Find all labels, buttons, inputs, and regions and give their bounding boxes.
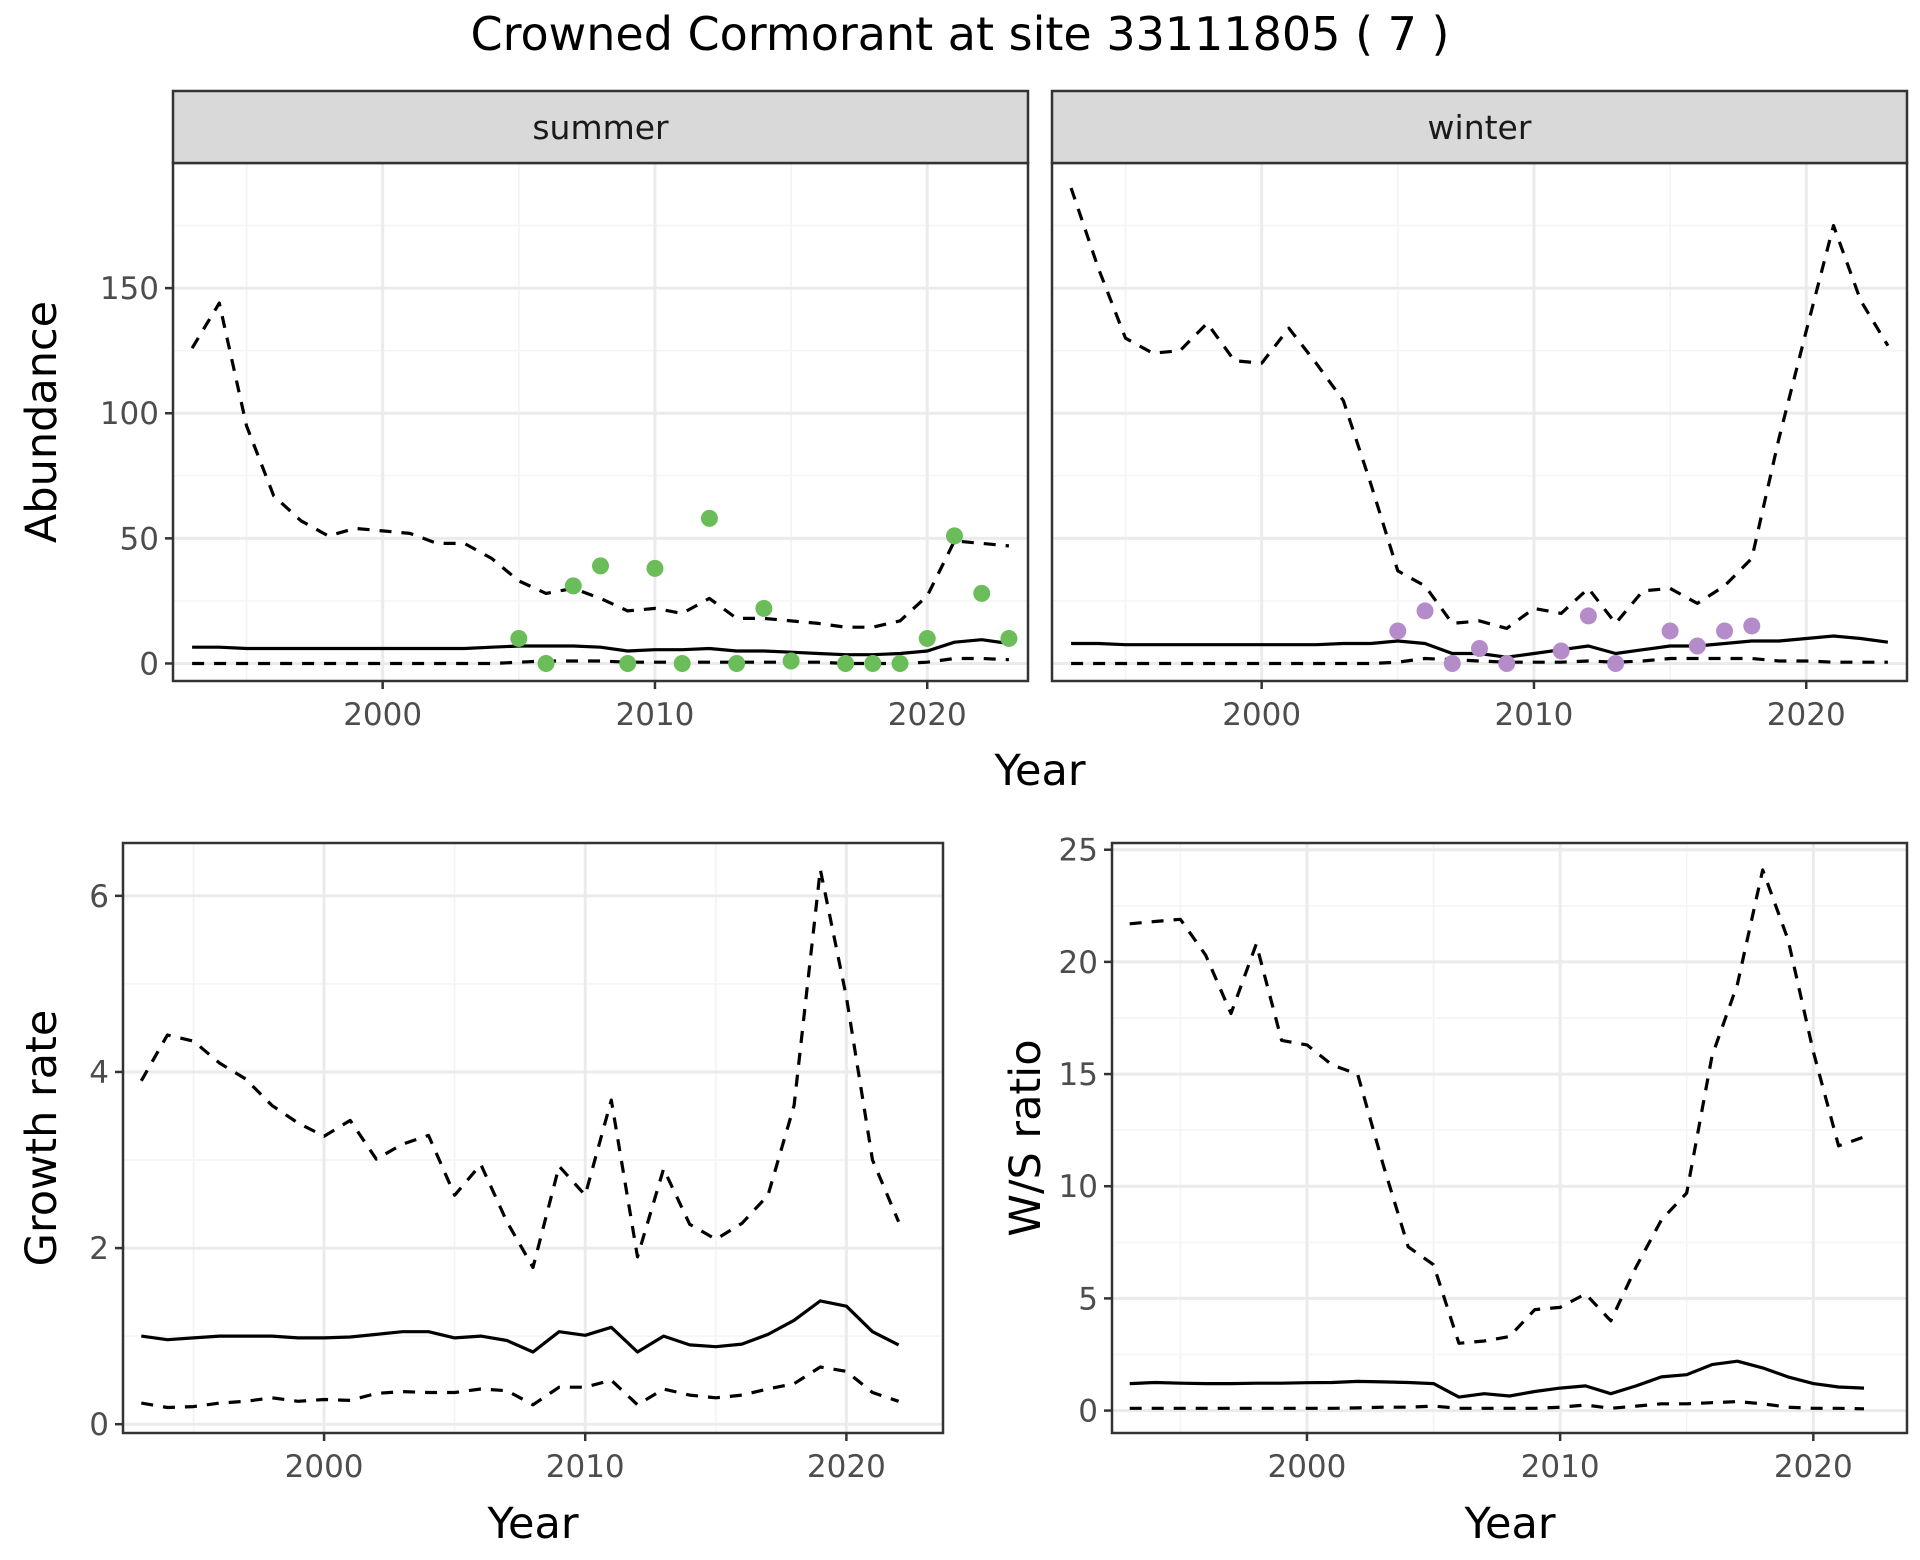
abundance-winter-data-point: [1716, 622, 1734, 640]
abundance-winter-dashed-line: [1069, 187, 1890, 630]
abundance-summer-data-point: [891, 654, 909, 672]
growth-y-tick-label: 6: [89, 879, 109, 915]
growth-y-tick-label: 0: [89, 1407, 109, 1443]
growth-panel: 2000 2010 2020 0 2 4 6: [89, 841, 945, 1485]
abundance-summer-data-point: [728, 654, 746, 672]
abundance-summer-data-point: [782, 652, 800, 670]
abundance-winter-dashed-line: [1071, 656, 1888, 666]
abundance-summer-data-point: [592, 557, 609, 575]
abundance-summer-data-point: [945, 527, 963, 545]
growth-y-axis-title: Growth rate: [17, 1010, 67, 1267]
abundance-summer-data-point: [700, 509, 718, 527]
figure-title: Crowned Cormorant at site 33111805 ( 7 ): [470, 7, 1449, 61]
ratio-solid-line: [1129, 1359, 1865, 1399]
ratio-x-tick-label: 2000: [1267, 1449, 1346, 1485]
abundance-summer-data-point: [755, 599, 773, 617]
abundance-summer-y-tick-label: 50: [120, 521, 159, 557]
abundance-summer-data-point: [864, 654, 882, 672]
abundance-winter-data-point: [1688, 637, 1706, 655]
abundance-winter-x-tick-label: 2010: [1495, 697, 1574, 733]
ratio-y-tick-label: 10: [1059, 1169, 1098, 1205]
growth-x-tick-label: 2010: [546, 1449, 625, 1485]
ratio-panel-border: [1110, 841, 1909, 1435]
abundance-summer-data-point: [837, 654, 855, 672]
abundance-summer-data-point: [973, 584, 991, 602]
ratio-y-tick-label: 0: [1078, 1394, 1098, 1430]
abundance-summer-dashed-line: [192, 656, 1009, 666]
growth-x-tick-label: 2020: [807, 1449, 886, 1485]
abundance-summer-data-point: [673, 654, 691, 672]
abundance-summer-data-point: [646, 559, 664, 577]
ratio-y-tick-label: 5: [1078, 1281, 1098, 1317]
abundance-summer-x-tick-label: 2020: [888, 697, 967, 733]
ratio-dashed-line: [1129, 868, 1865, 1345]
abundance-winter-data-point: [1471, 639, 1488, 657]
abundance-summer-data-point: [918, 629, 936, 647]
growth-x-tick-label: 2000: [285, 1449, 364, 1485]
abundance-winter-strip: [1050, 89, 1909, 165]
abundance-summer-solid-line: [192, 638, 1010, 657]
abundance-winter-x-tick-label: 2020: [1767, 697, 1846, 733]
abundance-summer-y-tick-label: 100: [100, 396, 159, 432]
abundance-winter-data-point: [1389, 622, 1407, 640]
abundance-summer-x-tick-label: 2010: [616, 697, 695, 733]
growth-solid-line: [141, 1299, 900, 1354]
abundance-winter-strip-label: winter: [1428, 108, 1532, 147]
growth-panel-border: [121, 841, 945, 1435]
abundance-x-axis-title: Year: [993, 746, 1085, 796]
abundance-winter-data-point: [1498, 654, 1516, 672]
abundance-summer-data-point: [619, 654, 637, 672]
abundance-summer-y-tick-label: 0: [139, 646, 159, 682]
ratio-panel: 2000 2010 2020 0 5 10 15 20 25: [1059, 833, 1909, 1485]
abundance-winter-data-point: [1552, 642, 1570, 660]
abundance-summer-y-tick-label: 150: [100, 271, 159, 307]
abundance-summer-data-point: [537, 654, 555, 672]
abundance-summer-strip-label: summer: [532, 108, 669, 147]
abundance-winter-x-tick-label: 2000: [1222, 697, 1301, 733]
growth-y-tick-label: 4: [89, 1055, 109, 1091]
abundance-winter-data-point: [1661, 622, 1679, 640]
ratio-x-tick-label: 2020: [1774, 1449, 1853, 1485]
ratio-x-tick-label: 2010: [1521, 1449, 1600, 1485]
abundance-winter-data-point: [1416, 602, 1434, 620]
abundance-winter-data-point: [1607, 654, 1625, 672]
ratio-x-axis-title: Year: [1463, 1499, 1555, 1549]
abundance-summer-panel: summer 2000 2010 2020 0 50 100 150: [100, 89, 1030, 733]
ratio-y-axis-title: W/S ratio: [1001, 1039, 1051, 1236]
ratio-y-tick-label: 20: [1059, 945, 1098, 981]
abundance-summer-x-tick-label: 2000: [343, 697, 422, 733]
abundance-winter-data-point: [1743, 617, 1761, 635]
growth-x-axis-title: Year: [486, 1499, 578, 1549]
abundance-summer-data-point: [564, 577, 582, 595]
ratio-y-tick-label: 15: [1059, 1057, 1098, 1093]
abundance-y-axis-title: Abundance: [17, 301, 67, 543]
abundance-summer-strip: [171, 89, 1030, 165]
abundance-winter-data-point: [1579, 607, 1597, 625]
abundance-winter-data-point: [1443, 654, 1461, 672]
abundance-summer-data-point: [510, 629, 528, 647]
growth-y-tick-label: 2: [89, 1231, 109, 1267]
growth-dashed-line: [141, 1365, 900, 1410]
abundance-winter-panel: winter 2000 2010 2020: [1050, 89, 1909, 733]
abundance-summer-data-point: [1000, 629, 1018, 647]
ratio-y-tick-label: 25: [1059, 833, 1098, 869]
